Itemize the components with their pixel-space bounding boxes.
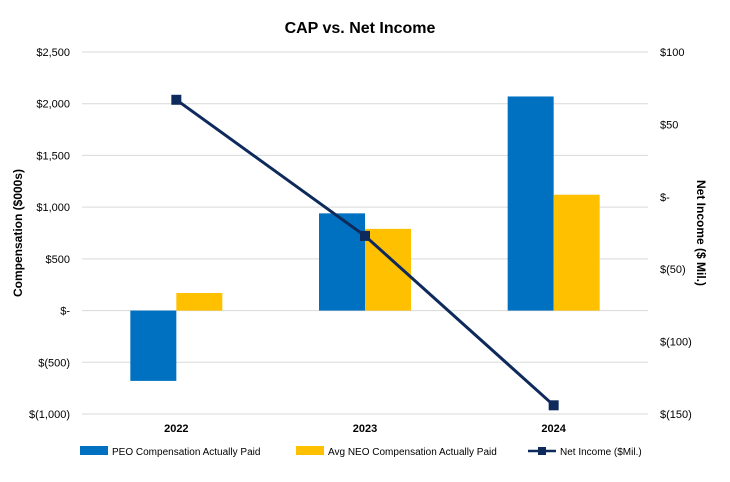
right-tick-label: $(50) bbox=[660, 264, 686, 276]
net-income-marker-2023 bbox=[360, 230, 370, 241]
bar-peo-2022 bbox=[130, 310, 177, 381]
net-income-marker-2022 bbox=[171, 94, 182, 105]
legend-swatch bbox=[296, 446, 324, 455]
bar-neo-2022 bbox=[176, 292, 223, 311]
bar-peo-2023 bbox=[319, 213, 365, 311]
left-tick-label: $2,500 bbox=[36, 47, 70, 59]
legend-label: PEO Compensation Actually Paid bbox=[112, 447, 260, 458]
x-tick-label: 2023 bbox=[353, 423, 377, 435]
left-axis-ticks: $2,500 $2,000 $1,500 $1,000 $500 $- $(500) $(1,… bbox=[29, 47, 70, 421]
right-tick-label: $100 bbox=[660, 47, 684, 59]
left-tick-label: $1,000 bbox=[36, 202, 70, 214]
left-tick-label: $(1,000) bbox=[29, 409, 70, 421]
x-axis-ticks: 2022 2023 2024 bbox=[164, 423, 567, 435]
bar-series bbox=[130, 96, 600, 381]
left-tick-label: $(500) bbox=[38, 357, 70, 369]
net-income-marker-2024 bbox=[548, 400, 559, 411]
legend: PEO Compensation Actually Paid Avg NEO Co… bbox=[80, 446, 642, 458]
x-tick-label: 2024 bbox=[541, 423, 566, 435]
right-tick-label: $50 bbox=[660, 119, 678, 131]
legend-swatch bbox=[80, 446, 108, 455]
legend-label: Net Income ($Mil.) bbox=[560, 447, 642, 458]
legend-label: Avg NEO Compensation Actually Paid bbox=[328, 447, 497, 458]
legend-marker bbox=[538, 447, 546, 455]
bar-neo-2024 bbox=[553, 194, 600, 311]
bar-peo-2024 bbox=[507, 96, 554, 311]
right-tick-label: $(150) bbox=[660, 409, 692, 421]
x-tick-label: 2022 bbox=[164, 423, 188, 435]
right-axis-label: Net Income ($ Mil.) bbox=[694, 180, 708, 286]
left-tick-label: $2,000 bbox=[36, 99, 70, 111]
right-tick-label: $(100) bbox=[660, 337, 692, 349]
left-tick-label: $- bbox=[60, 306, 70, 318]
left-tick-label: $1,500 bbox=[36, 150, 70, 162]
right-axis-ticks: $100 $50 $- $(50) $(100) $(150) bbox=[660, 47, 692, 421]
left-axis-label: Compensation ($000s) bbox=[11, 169, 25, 297]
right-tick-label: $- bbox=[660, 192, 670, 204]
line-series bbox=[171, 94, 559, 411]
left-tick-label: $500 bbox=[46, 254, 70, 266]
chart-title: CAP vs. Net Income bbox=[285, 20, 436, 37]
